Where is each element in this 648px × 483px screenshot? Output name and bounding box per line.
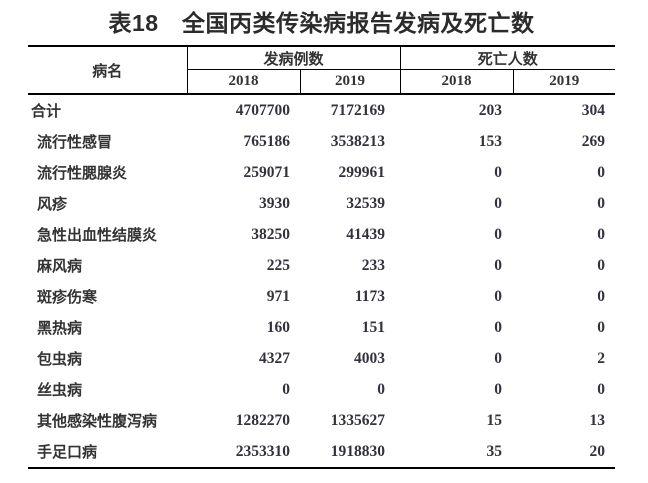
deaths-2018-value: 0 xyxy=(494,225,503,243)
cases-2018-value: 4707700 xyxy=(235,101,290,119)
disease-name-cell: 合计 xyxy=(31,103,62,120)
deaths-2019-value: 0 xyxy=(597,287,606,305)
disease-name-cell: 丝虫病 xyxy=(37,382,83,399)
disease-name-cell: 黑热病 xyxy=(37,320,83,337)
cases-2018-value: 4327 xyxy=(259,349,290,367)
cases-2019-value: 32539 xyxy=(346,194,386,212)
cases-2019-value: 151 xyxy=(361,318,386,336)
deaths-2018-value: 0 xyxy=(494,349,503,367)
col-header-cases-2019: 2019 xyxy=(300,69,401,94)
table-row: 急性出血性结膜炎 38250 41439 0 0 xyxy=(28,219,615,250)
cases-2019-value: 41439 xyxy=(346,225,386,243)
class-c-infectious-disease-table: 病名 发病例数 死亡人数 2018 2019 2018 2019 合计 47077… xyxy=(28,45,616,469)
deaths-2018-value: 0 xyxy=(494,380,503,398)
disease-name-cell: 手足口病 xyxy=(37,444,98,461)
deaths-2019-value: 2 xyxy=(597,349,606,367)
table-row: 手足口病 2353310 1918830 35 20 xyxy=(28,436,615,468)
deaths-2018-value: 35 xyxy=(486,442,503,460)
deaths-2018-value: 0 xyxy=(494,194,503,212)
table-row: 斑疹伤寒 971 1173 0 0 xyxy=(28,281,615,312)
table-row: 包虫病 4327 4003 0 2 xyxy=(28,343,615,374)
table-row: 流行性感冒 765186 3538213 153 269 xyxy=(28,126,615,157)
col-header-disease-name: 病名 xyxy=(28,46,188,94)
cases-2018-value: 765186 xyxy=(243,132,291,150)
cases-2018-value: 3930 xyxy=(259,194,290,212)
col-header-cases-2018: 2018 xyxy=(187,69,301,94)
cases-2019-value: 7172169 xyxy=(330,101,386,119)
deaths-2018-value: 0 xyxy=(494,256,503,274)
deaths-2019-value: 0 xyxy=(597,225,606,243)
cases-2019-value: 299961 xyxy=(338,163,386,181)
cases-2018-value: 2353310 xyxy=(235,442,290,460)
col-header-deaths-2018: 2018 xyxy=(400,69,514,94)
disease-name-cell: 风疹 xyxy=(37,196,68,213)
deaths-2019-value: 0 xyxy=(597,256,606,274)
cases-2019-value: 1173 xyxy=(354,287,386,305)
cases-2018-value: 1282270 xyxy=(235,411,290,429)
cases-2019-value: 1335627 xyxy=(330,411,386,429)
deaths-2019-value: 269 xyxy=(581,132,606,150)
cases-2018-value: 971 xyxy=(266,287,290,305)
cases-2019-value: 3538213 xyxy=(330,132,386,150)
disease-name-cell: 麻风病 xyxy=(37,258,83,275)
table-row: 其他感染性腹泻病 1282270 1335627 15 13 xyxy=(28,405,615,436)
col-header-deaths-2019: 2019 xyxy=(549,73,580,89)
table-row: 流行性腮腺炎 259071 299961 0 0 xyxy=(28,157,615,188)
deaths-2018-value: 0 xyxy=(494,318,503,336)
deaths-2018-value: 0 xyxy=(494,287,503,305)
disease-name-cell: 急性出血性结膜炎 xyxy=(37,227,158,244)
table-header: 病名 发病例数 死亡人数 2018 2019 2018 2019 xyxy=(28,46,616,94)
disease-name-cell: 其他感染性腹泻病 xyxy=(37,413,158,430)
header-group-row: 病名 发病例数 死亡人数 xyxy=(28,46,616,94)
disease-name-cell: 包虫病 xyxy=(37,351,83,368)
deaths-2018-value: 203 xyxy=(478,101,503,119)
cases-2018-value: 225 xyxy=(266,256,290,274)
table-title: 表18 全国丙类传染病报告发病及死亡数 xyxy=(108,10,535,36)
table-row: 麻风病 225 233 0 0 xyxy=(28,250,615,281)
table-row: 风疹 3930 32539 0 0 xyxy=(28,188,615,219)
header-year-row: 2018 2019 2018 2019 xyxy=(28,69,616,94)
col-header-reported-cases: 发病例数 xyxy=(187,46,401,70)
deaths-2018-value: 153 xyxy=(478,132,503,150)
table-row-total: 合计 4707700 7172169 203 304 xyxy=(28,94,615,126)
table-row: 黑热病 160 151 0 0 xyxy=(28,312,615,343)
deaths-2019-value: 0 xyxy=(597,318,606,336)
deaths-2019-value: 0 xyxy=(597,163,606,181)
cases-2018-value: 160 xyxy=(266,318,290,336)
col-header-deaths: 死亡人数 xyxy=(400,46,616,70)
disease-name-cell: 流行性腮腺炎 xyxy=(37,165,128,182)
disease-name-cell: 流行性感冒 xyxy=(37,134,113,151)
table-row: 丝虫病 0 0 0 0 xyxy=(28,374,615,405)
deaths-2019-value: 0 xyxy=(597,194,606,212)
deaths-2018-value: 0 xyxy=(494,163,503,181)
cases-2019-value: 1918830 xyxy=(330,442,386,460)
deaths-2018-value: 15 xyxy=(486,411,503,429)
deaths-2019-value: 304 xyxy=(581,101,606,119)
cases-2018-value: 0 xyxy=(282,380,290,398)
disease-name-cell: 斑疹伤寒 xyxy=(37,289,98,306)
cases-2019-value: 4003 xyxy=(354,349,386,367)
cases-2018-value: 259071 xyxy=(243,163,291,181)
deaths-2019-value: 13 xyxy=(589,411,606,429)
deaths-2019-value: 20 xyxy=(589,442,606,460)
table-body: 合计 4707700 7172169 203 304 流行性感冒 765186 3538213… xyxy=(28,94,615,468)
cases-2019-value: 233 xyxy=(361,256,386,274)
cases-2018-value: 38250 xyxy=(251,225,290,243)
cases-2019-value: 0 xyxy=(377,380,386,398)
deaths-2019-value: 0 xyxy=(597,380,606,398)
